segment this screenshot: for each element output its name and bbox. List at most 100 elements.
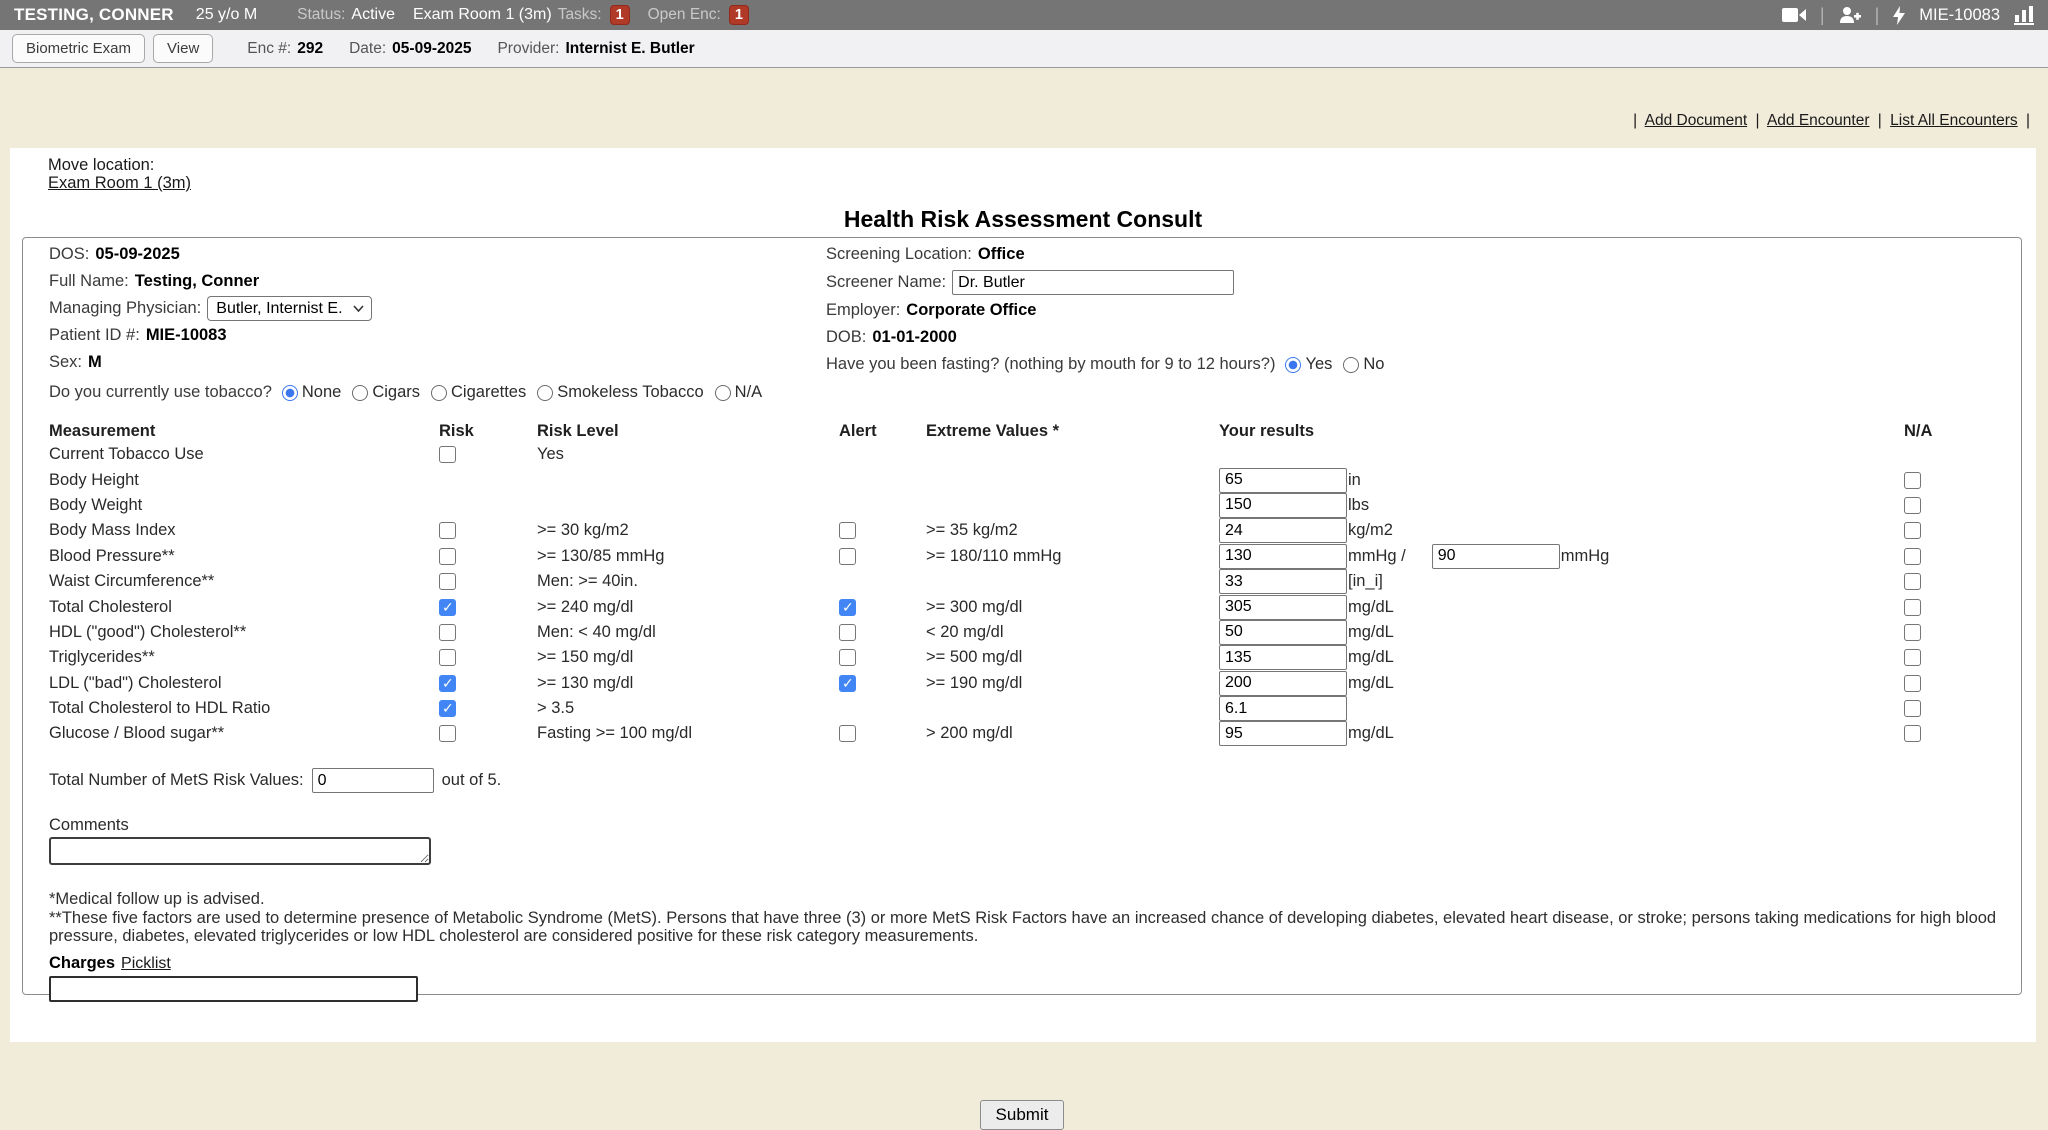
result-input-body-weight[interactable]	[1219, 492, 1347, 518]
risk-checkbox-hdl-good-cholesterol--unchecked[interactable]	[439, 623, 456, 641]
radio-option-yes[interactable]: Yes	[1285, 355, 1332, 374]
result-input-blood-pressure-[interactable]	[1219, 543, 1347, 569]
alert-checkbox-body-mass-index-unchecked[interactable]	[839, 522, 856, 540]
risk-checkbox-triglycerides--unchecked[interactable]	[439, 649, 456, 667]
extreme-value-waist-circumference-	[926, 569, 1219, 594]
alert-checkbox-hdl-good-cholesterol--unchecked[interactable]	[839, 623, 856, 641]
alert-checkbox-ldl-bad-cholesterol-checked[interactable]	[839, 674, 856, 692]
risk-checkbox-waist-circumference--unchecked[interactable]	[439, 573, 456, 591]
na-checkbox-triglycerides--unchecked[interactable]	[1904, 649, 1921, 667]
patient-id-value: MIE-10083	[145, 326, 227, 344]
radio-option-cigars[interactable]: Cigars	[352, 383, 420, 402]
tobacco-radio-group: None Cigars Cigarettes Smokeless Tobacco N/A	[281, 383, 773, 402]
room-location[interactable]: Exam Room 1 (3m)	[412, 6, 552, 23]
na-checkbox-hdl-good-cholesterol--unchecked[interactable]	[1904, 623, 1921, 641]
radio-option-cigarettes[interactable]: Cigarettes	[431, 383, 526, 402]
mets-label: Total Number of MetS Risk Values:	[49, 771, 304, 789]
result-cell-body-mass-index: kg/m2	[1219, 518, 1904, 544]
risk-checkbox-body-mass-index-unchecked[interactable]	[439, 522, 456, 540]
page-title: Health Risk Assessment Consult	[843, 206, 1203, 232]
radio-option-no[interactable]: No	[1343, 355, 1384, 374]
radio-option-smokeless-tobacco[interactable]: Smokeless Tobacco	[537, 383, 704, 402]
radio-button[interactable]	[1285, 356, 1302, 373]
risk-checkbox-ldl-bad-cholesterol-checked[interactable]	[439, 674, 456, 692]
radio-option-n-a[interactable]: N/A	[714, 383, 762, 402]
risk-checkbox-glucose-blood-sugar--unchecked[interactable]	[439, 725, 456, 743]
column-header-your-results: Your results	[1219, 421, 1315, 440]
result-input-2-blood-pressure-[interactable]	[1431, 543, 1560, 569]
na-cell-body-weight	[1904, 493, 1997, 518]
status-label: Status:	[297, 6, 346, 23]
submit-button[interactable]: Submit	[979, 1100, 1065, 1130]
alert-cell-total-cholesterol	[839, 594, 926, 619]
alert-checkbox-total-cholesterol-checked[interactable]	[839, 598, 856, 616]
result-input-waist-circumference-[interactable]	[1219, 569, 1347, 595]
risk-level-body-weight	[537, 493, 839, 518]
alert-checkbox-triglycerides--unchecked[interactable]	[839, 649, 856, 667]
comments-textarea[interactable]	[49, 837, 431, 865]
radio-button[interactable]	[537, 384, 554, 401]
result-input-ldl-bad-cholesterol[interactable]	[1219, 670, 1347, 696]
move-location-link[interactable]: Exam Room 1 (3m)	[48, 174, 192, 192]
radio-button[interactable]	[714, 384, 731, 401]
result-input-body-mass-index[interactable]	[1219, 518, 1347, 544]
patient-status-bar: TESTING, CONNER 25 y/o M Status: Active …	[0, 0, 2048, 30]
charges-input[interactable]	[49, 976, 418, 1002]
na-checkbox-ldl-bad-cholesterol-unchecked[interactable]	[1904, 674, 1921, 692]
radio-button[interactable]	[281, 384, 298, 401]
view-button[interactable]: View	[153, 34, 214, 63]
full-name-label: Full Name:	[49, 272, 129, 290]
result-input-total-cholesterol[interactable]	[1219, 594, 1347, 620]
na-checkbox-total-cholesterol-to-hdl-ratio-unchecked[interactable]	[1904, 700, 1921, 718]
video-camera-icon[interactable]	[1781, 7, 1806, 23]
add-encounter-link[interactable]: Add Encounter	[1766, 112, 1870, 129]
risk-checkbox-total-cholesterol-checked[interactable]	[439, 598, 456, 616]
dos-value: 05-09-2025	[95, 245, 180, 263]
na-checkbox-total-cholesterol-unchecked[interactable]	[1904, 598, 1921, 616]
radio-button[interactable]	[1343, 356, 1360, 373]
risk-checkbox-total-cholesterol-to-hdl-ratio-checked[interactable]	[439, 700, 456, 718]
na-checkbox-body-mass-index-unchecked[interactable]	[1904, 522, 1921, 540]
radio-option-none[interactable]: None	[281, 383, 341, 402]
na-checkbox-waist-circumference--unchecked[interactable]	[1904, 573, 1921, 591]
result-input-triglycerides-[interactable]	[1219, 645, 1347, 671]
alert-cell-current-tobacco-use	[839, 442, 926, 467]
footnote-mets: **These five factors are used to determi…	[49, 908, 1997, 946]
chart-patient-id[interactable]: MIE-10083	[1919, 5, 2000, 24]
radio-button[interactable]	[352, 384, 369, 401]
person-add-icon[interactable]	[1839, 6, 1861, 24]
add-document-link[interactable]: Add Document	[1644, 112, 1748, 129]
biometric-exam-button[interactable]: Biometric Exam	[12, 34, 146, 63]
risk-checkbox-blood-pressure--unchecked[interactable]	[439, 547, 456, 565]
lightning-icon[interactable]	[1893, 5, 1906, 25]
alert-checkbox-glucose-blood-sugar--unchecked[interactable]	[839, 725, 856, 743]
alert-checkbox-blood-pressure--unchecked[interactable]	[839, 547, 856, 565]
result-input-hdl-good-cholesterol-[interactable]	[1219, 619, 1347, 645]
risk-level-glucose-blood-sugar-: Fasting >= 100 mg/dl	[537, 724, 693, 743]
risk-cell-body-mass-index	[439, 518, 537, 543]
bar-chart-icon[interactable]	[2014, 5, 2034, 25]
list-all-encounters-link[interactable]: List All Encounters	[1890, 112, 2018, 129]
risk-checkbox-current-tobacco-use-unchecked[interactable]	[439, 446, 456, 464]
measurement-label-body-mass-index: Body Mass Index	[49, 521, 176, 540]
managing-physician-select[interactable]: Butler, Internist E.	[207, 296, 372, 321]
alert-cell-glucose-blood-sugar-	[839, 721, 926, 746]
na-checkbox-blood-pressure--unchecked[interactable]	[1904, 547, 1921, 565]
screener-name-input[interactable]	[952, 270, 1235, 295]
fasting-radio-group: Yes No	[1285, 355, 1395, 374]
na-checkbox-glucose-blood-sugar--unchecked[interactable]	[1904, 725, 1921, 743]
na-cell-hdl-good-cholesterol-	[1904, 620, 1997, 645]
picklist-link[interactable]: Picklist	[121, 955, 171, 972]
result-input-total-cholesterol-to-hdl-ratio[interactable]	[1219, 696, 1347, 722]
health-risk-assessment-page: TESTING, CONNER 25 y/o M Status: Active …	[0, 0, 2048, 1061]
result-input-body-height[interactable]	[1219, 467, 1347, 493]
open-enc-count-badge[interactable]: 1	[728, 5, 749, 25]
risk-level-hdl-good-cholesterol-: Men: < 40 mg/dl	[537, 622, 656, 641]
na-checkbox-body-height-unchecked[interactable]	[1904, 471, 1921, 489]
alert-cell-triglycerides-	[839, 645, 926, 670]
result-input-glucose-blood-sugar-[interactable]	[1219, 721, 1347, 747]
mets-total-input[interactable]	[311, 768, 434, 793]
radio-button[interactable]	[431, 384, 448, 401]
na-checkbox-body-weight-unchecked[interactable]	[1904, 496, 1921, 514]
tasks-count-badge[interactable]: 1	[609, 5, 630, 25]
